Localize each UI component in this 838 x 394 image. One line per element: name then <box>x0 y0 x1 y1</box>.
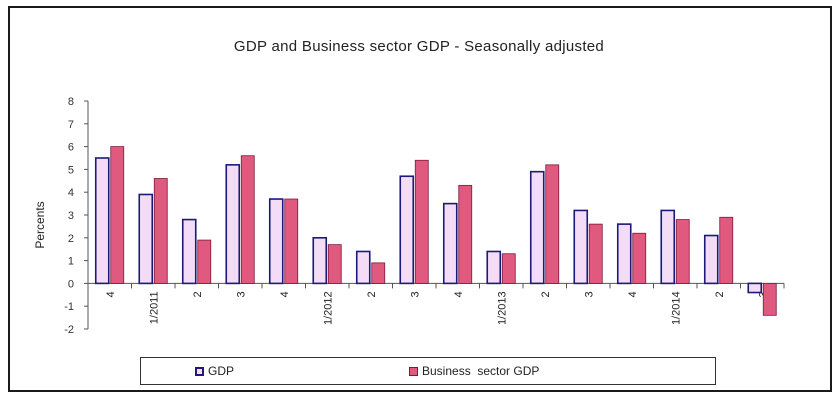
legend-label-gdp: GDP <box>208 364 235 378</box>
bar-gdp <box>94 157 110 285</box>
bar-gdp <box>225 164 241 285</box>
bar-gdp <box>660 209 676 285</box>
y-tick-label: -1 <box>64 301 74 313</box>
bar-gdp <box>486 250 502 285</box>
bar-business-sector-gdp <box>458 184 473 284</box>
bar-business-sector-gdp <box>371 262 386 284</box>
legend-swatch-business <box>409 366 418 376</box>
x-tick-label: 4 <box>279 291 291 297</box>
bar-gdp <box>268 198 284 285</box>
x-tick-label: 2 <box>714 291 726 297</box>
bar-gdp <box>573 209 589 285</box>
bar-gdp <box>747 282 763 294</box>
x-tick-label: 1/2014 <box>670 291 682 325</box>
y-tick-label: 5 <box>68 164 74 176</box>
y-tick-label: 8 <box>68 96 74 108</box>
bar-gdp <box>529 170 545 285</box>
x-tick-label: 3 <box>583 291 595 297</box>
y-tick-label: 2 <box>68 233 74 245</box>
bar-business-sector-gdp <box>632 232 647 284</box>
legend-item-gdp: GDP <box>195 364 234 378</box>
legend-label-business: Business sector GDP <box>422 364 540 378</box>
bar-gdp <box>312 237 328 285</box>
bar-business-sector-gdp <box>719 216 734 284</box>
x-tick-label: 4 <box>105 291 117 297</box>
bar-gdp <box>616 223 632 285</box>
bar-business-sector-gdp <box>762 282 777 316</box>
y-axis-label: Percents <box>33 201 47 248</box>
y-tick-label: 6 <box>68 142 74 154</box>
y-tick-label: 1 <box>68 256 74 268</box>
bar-gdp <box>703 234 719 285</box>
y-tick-label: 3 <box>68 210 74 222</box>
y-tick-label: 7 <box>68 119 74 131</box>
legend: GDP Business sector GDP <box>140 357 716 385</box>
bar-business-sector-gdp <box>327 244 342 284</box>
bar-business-sector-gdp <box>110 146 125 284</box>
y-tick-label: -2 <box>64 324 74 336</box>
x-tick-label: 2 <box>366 291 378 297</box>
x-tick-label: 2 <box>192 291 204 297</box>
x-tick-label: 2 <box>540 291 552 297</box>
bar-gdp <box>442 202 458 285</box>
bar-business-sector-gdp <box>545 164 560 284</box>
x-tick-label: 4 <box>453 291 465 297</box>
y-tick-label: 0 <box>68 278 74 290</box>
bar-business-sector-gdp <box>501 253 516 284</box>
bar-gdp <box>399 175 415 285</box>
bar-business-sector-gdp <box>240 155 255 284</box>
x-tick-label: 1/2013 <box>496 291 508 325</box>
x-tick-label: 3 <box>409 291 421 297</box>
bar-business-sector-gdp <box>153 178 168 284</box>
bar-gdp <box>138 193 154 285</box>
x-tick-label: 1/2011 <box>148 291 160 324</box>
x-tick-label: 4 <box>627 291 639 297</box>
bar-business-sector-gdp <box>414 159 429 284</box>
bar-business-sector-gdp <box>675 219 690 284</box>
chart-title: GDP and Business sector GDP - Seasonally… <box>233 38 605 55</box>
y-tick-label: 4 <box>68 187 74 199</box>
x-tick-label: 1/2012 <box>322 291 334 325</box>
bar-business-sector-gdp <box>284 198 299 284</box>
legend-item-business: Business sector GDP <box>409 364 539 378</box>
bar-gdp <box>181 218 197 285</box>
bar-gdp <box>355 250 371 285</box>
x-tick-label: 3 <box>235 291 247 297</box>
legend-swatch-gdp <box>195 366 204 376</box>
bar-business-sector-gdp <box>197 239 212 284</box>
bar-business-sector-gdp <box>588 223 603 284</box>
